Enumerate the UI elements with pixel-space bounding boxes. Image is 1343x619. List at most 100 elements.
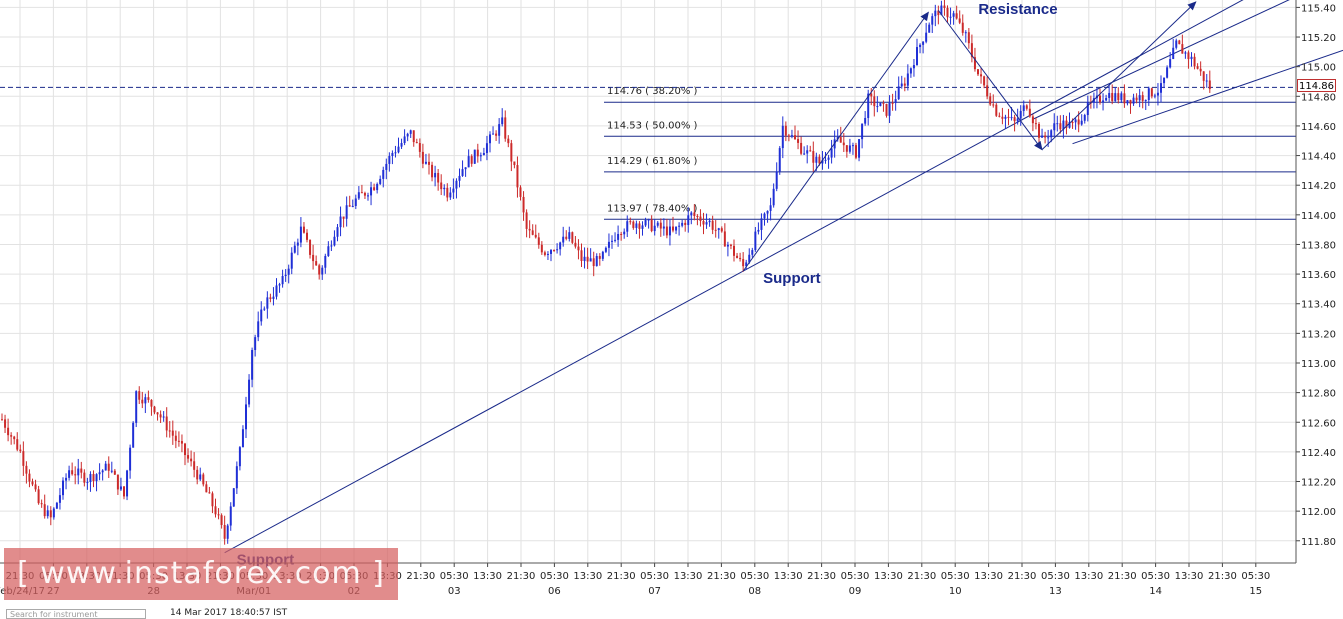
candle-body xyxy=(1047,137,1050,139)
candle-body xyxy=(546,253,549,255)
candle-body xyxy=(559,242,562,250)
candle-body xyxy=(952,13,955,17)
candle-body xyxy=(708,220,711,223)
candle-body xyxy=(543,252,546,255)
candle-body xyxy=(385,163,388,170)
candle-body xyxy=(827,157,830,160)
candle-body xyxy=(766,210,769,214)
candle-body xyxy=(327,246,330,256)
candle-body xyxy=(1129,100,1132,104)
candle-body xyxy=(1187,52,1190,60)
candle-body xyxy=(699,216,702,221)
candle-body xyxy=(1126,100,1129,104)
x-tick-label: 05:30 xyxy=(941,571,970,582)
candle-body xyxy=(89,474,92,482)
candle-body xyxy=(882,103,885,105)
candle-body xyxy=(235,466,238,489)
candle-body xyxy=(1056,123,1059,125)
candle-body xyxy=(132,422,135,448)
candle-body xyxy=(577,246,580,251)
candle-body xyxy=(342,216,345,219)
candle-body xyxy=(443,187,446,190)
candle-body xyxy=(238,447,241,467)
candle-body xyxy=(28,473,31,482)
candle-body xyxy=(373,187,376,191)
candle-body xyxy=(16,439,19,450)
candle-body xyxy=(190,458,193,462)
candle-body xyxy=(193,461,196,470)
candle-body xyxy=(424,161,427,164)
candle-body xyxy=(1071,122,1074,124)
candle-body xyxy=(815,156,818,163)
candle-body xyxy=(1147,88,1150,101)
candle-body xyxy=(702,220,705,225)
candle-body xyxy=(693,212,696,217)
candle-body xyxy=(22,451,25,466)
wave-arrow-down xyxy=(937,10,1043,151)
footer-bar: Search for instrument 14 Mar 2017 18:40:… xyxy=(0,608,1343,619)
candle-body xyxy=(629,221,632,223)
candle-body xyxy=(1062,120,1065,130)
candle-body xyxy=(992,104,995,106)
candle-body xyxy=(68,470,71,478)
candle-body xyxy=(254,337,257,351)
candle-body xyxy=(266,297,269,309)
candle-body xyxy=(302,226,305,233)
candle-body xyxy=(687,215,690,226)
y-tick-label: 112.00 xyxy=(1301,507,1336,518)
candle-body xyxy=(293,245,296,253)
candle-body xyxy=(751,250,754,255)
candle-body xyxy=(912,65,915,69)
candle-body xyxy=(589,258,592,262)
candle-body xyxy=(925,32,928,42)
x-tick-label: 13:30 xyxy=(473,571,502,582)
wave-arrow-up-1 xyxy=(742,11,929,272)
annotation-label: Resistance xyxy=(978,1,1057,18)
candle-body xyxy=(284,274,287,277)
candle-body xyxy=(409,130,412,134)
candle-body xyxy=(556,249,559,251)
candle-body xyxy=(446,187,449,198)
candle-body xyxy=(876,106,879,108)
candle-body xyxy=(19,449,22,452)
candle-body xyxy=(184,443,186,456)
x-day-label: 08 xyxy=(748,586,761,597)
candle-body xyxy=(1160,83,1162,93)
candle-body xyxy=(1001,116,1004,119)
candle-body xyxy=(1013,117,1016,122)
candle-body xyxy=(257,321,260,338)
x-day-label: 09 xyxy=(849,586,862,597)
candle-body xyxy=(977,69,979,75)
x-tick-label: 05:30 xyxy=(841,571,870,582)
candle-body xyxy=(1019,110,1022,119)
candle-body xyxy=(482,152,485,156)
candle-body xyxy=(937,10,940,16)
candle-body xyxy=(34,484,37,490)
candle-body xyxy=(113,470,116,475)
candle-body xyxy=(473,149,476,164)
x-tick-label: 13:30 xyxy=(573,571,602,582)
candle-body xyxy=(1,419,3,421)
y-tick-label: 112.60 xyxy=(1301,418,1336,429)
candle-body xyxy=(415,142,418,144)
candle-body xyxy=(214,506,217,515)
candle-body xyxy=(769,205,772,211)
candle-body xyxy=(126,470,129,497)
y-tick-label: 114.60 xyxy=(1301,122,1336,133)
candle-body xyxy=(681,222,684,226)
candle-body xyxy=(601,251,604,259)
candle-body xyxy=(180,441,183,444)
candle-body xyxy=(931,16,934,25)
candle-body xyxy=(861,123,864,140)
candle-body xyxy=(1144,100,1147,102)
candle-body xyxy=(510,143,513,162)
candle-body xyxy=(245,404,247,430)
candle-body xyxy=(351,205,354,207)
candle-body xyxy=(790,135,793,137)
candle-body xyxy=(421,151,424,164)
candle-body xyxy=(1141,95,1144,101)
candle-body xyxy=(7,427,10,436)
candle-body xyxy=(1178,40,1181,45)
candle-body xyxy=(177,440,180,442)
